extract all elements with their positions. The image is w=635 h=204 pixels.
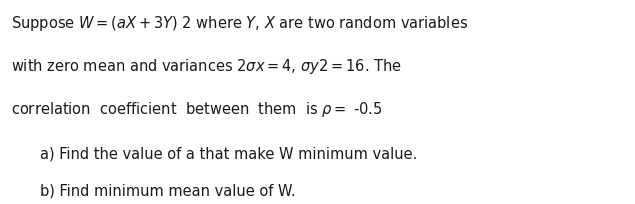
Text: with zero mean and variances $2\sigma x = 4$, $\sigma y2 = 16$. The: with zero mean and variances $2\sigma x … (11, 57, 402, 76)
Text: a) Find the value of a that make W minimum value.: a) Find the value of a that make W minim… (40, 147, 417, 162)
Text: Suppose $W = (aX + 3Y)$ 2 where $Y$, $X$ are two random variables: Suppose $W = (aX + 3Y)$ 2 where $Y$, $X$… (11, 14, 469, 33)
Text: correlation  coefficient  between  them  is $\rho =$ -0.5: correlation coefficient between them is … (11, 100, 383, 119)
Text: b) Find minimum mean value of W.: b) Find minimum mean value of W. (40, 184, 296, 199)
